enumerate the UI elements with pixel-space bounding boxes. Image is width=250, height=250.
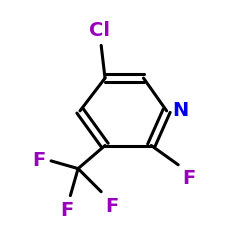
Text: N: N	[172, 101, 189, 120]
Text: Cl: Cl	[89, 21, 110, 40]
Text: F: F	[32, 152, 45, 171]
Text: F: F	[60, 201, 73, 220]
Text: F: F	[182, 168, 195, 188]
Text: F: F	[105, 198, 118, 216]
